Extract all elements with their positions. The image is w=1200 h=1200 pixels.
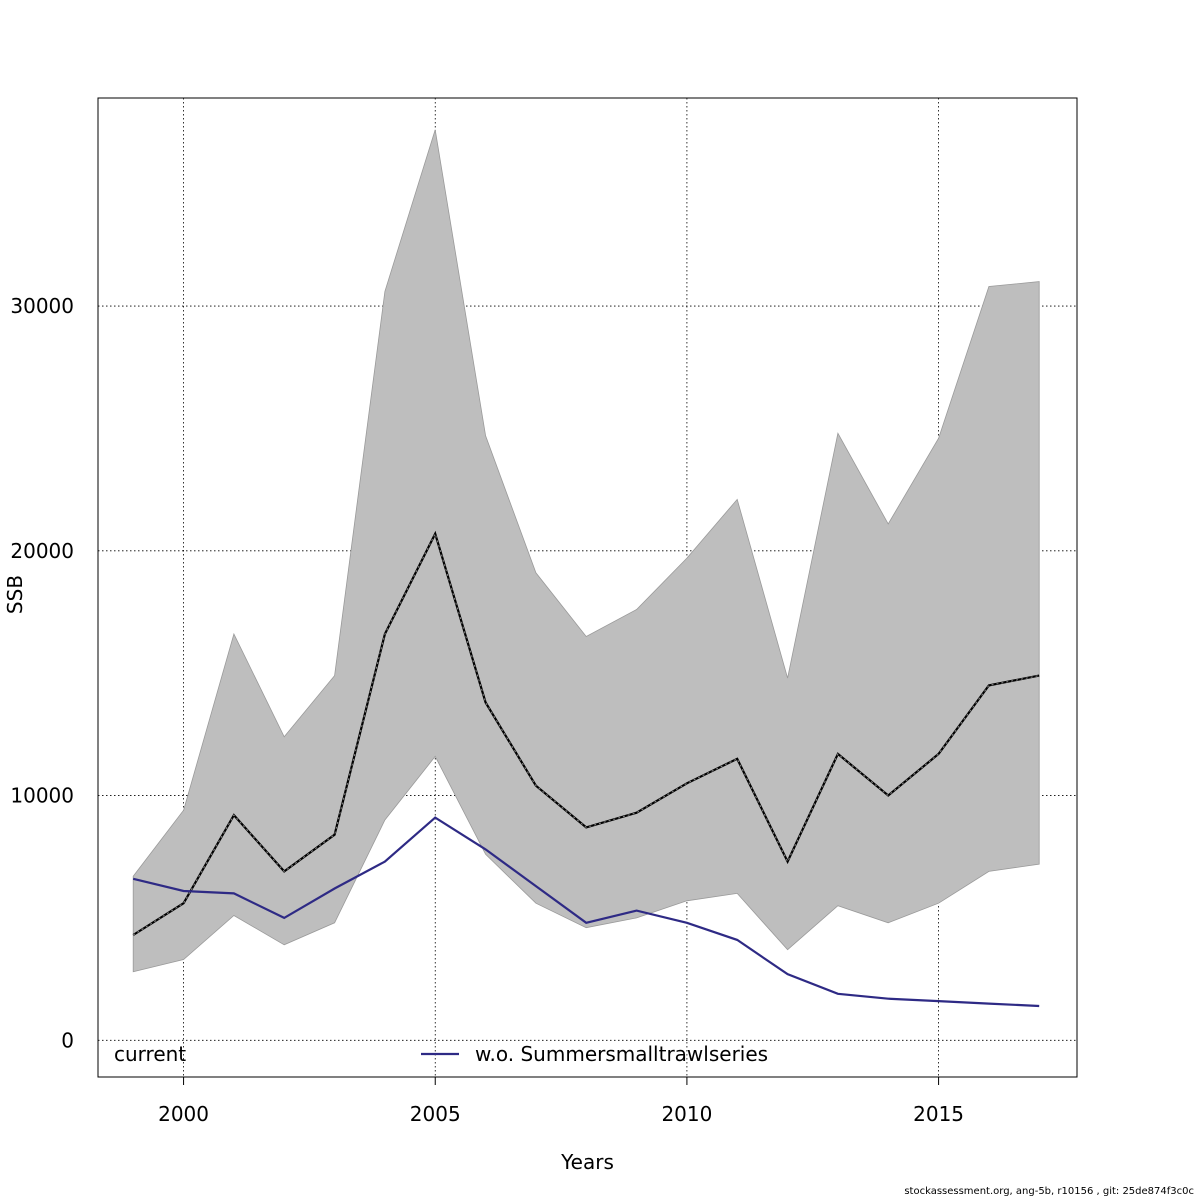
y-tick-label-10000: 10000 — [10, 784, 74, 808]
plot-frame — [97, 97, 1078, 1078]
y-tick-label-20000: 20000 — [10, 539, 74, 563]
x-axis-title: Years — [560, 1150, 614, 1174]
y-axis-title: SSB — [3, 575, 27, 614]
x-tick-label-2000: 2000 — [158, 1102, 209, 1126]
legend-label-w-o-summersmalltrawlseries: w.o. Summersmalltrawlseries — [475, 1042, 768, 1066]
legend-label-current: current — [114, 1042, 186, 1066]
axis-ticks: 2000 2005 2010 2015 0 10000 20000 30000 — [10, 294, 964, 1126]
x-tick-label-2010: 2010 — [661, 1102, 712, 1126]
x-tick-label-2005: 2005 — [410, 1102, 461, 1126]
legend: current w.o. Summersmalltrawlseries — [114, 1042, 768, 1066]
series-layer — [132, 530, 1040, 1008]
series-line-w-o-summersmalltrawlseries — [132, 816, 1040, 1008]
series-line-dash-current — [132, 532, 1040, 936]
footer-credit: stockassessment.org, ang-5b, r10156 , gi… — [904, 1186, 1194, 1197]
confidence-band-layer — [132, 129, 1040, 973]
x-tick-label-2015: 2015 — [913, 1102, 964, 1126]
confidence-band — [132, 129, 1040, 973]
y-tick-label-30000: 30000 — [10, 294, 74, 318]
y-tick-label-0: 0 — [61, 1028, 74, 1052]
